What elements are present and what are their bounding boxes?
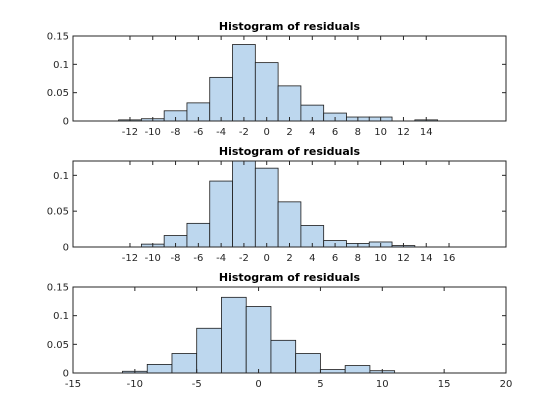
bars-group [122, 296, 396, 373]
x-tick-label: -15 [65, 379, 81, 390]
x-tick-label: -2 [239, 127, 249, 138]
y-tick-label: 0.05 [47, 340, 69, 351]
x-tick-label: -4 [216, 253, 226, 264]
bars-group [118, 44, 439, 121]
x-tick-label: 14 [420, 253, 433, 264]
y-tick-label: 0.1 [53, 60, 69, 71]
x-tick-label: 10 [374, 127, 387, 138]
x-tick-label: -10 [145, 253, 161, 264]
x-tick-label: 10 [376, 379, 389, 390]
panel-title: Histogram of residuals [219, 271, 361, 284]
histogram-bar [209, 180, 233, 247]
histogram-panel-1: -12 -10 -8 -6 -4 -2 0 2 4 6 8 10 12 14 0 0.05 0.1 0.15 His… [47, 20, 507, 138]
panel-title: Histogram of residuals [219, 20, 361, 33]
x-tick-label: 6 [332, 253, 338, 264]
x-tick-label: 2 [286, 127, 292, 138]
x-tick-label: 0 [255, 379, 261, 390]
x-tick-label: -6 [193, 127, 203, 138]
histogram-bar [277, 85, 302, 121]
histogram-bar [171, 353, 198, 373]
y-tick-label: 0.15 [47, 32, 69, 43]
x-tick-label: 0 [264, 253, 270, 264]
histogram-bar [196, 327, 222, 373]
bars-group [140, 161, 416, 247]
y-tick-label: 0.1 [53, 311, 69, 322]
x-tick-label: 15 [438, 379, 451, 390]
histogram-panel-2: -12 -10 -8 -6 -4 -2 0 2 4 6 8 10 12 14 16 0 0.05 0.1 Histo… [47, 145, 507, 264]
histogram-bar [320, 369, 346, 373]
x-tick-label: 4 [309, 127, 315, 138]
y-tick-label: 0 [63, 243, 69, 254]
histogram-bar [245, 306, 272, 373]
x-tick-label: -2 [239, 253, 249, 264]
x-tick-label: 8 [355, 127, 361, 138]
x-tick-label: 10 [374, 253, 387, 264]
x-tick-label: -8 [171, 253, 181, 264]
histogram-panel-3: -15 -10 -5 0 5 10 15 20 0 0.05 0.1 0.15 Histogram of… [47, 271, 513, 390]
x-tick-label: -5 [192, 379, 202, 390]
x-tick-label: 14 [420, 127, 433, 138]
histogram-bar [270, 339, 297, 373]
x-tick-label: 6 [332, 127, 338, 138]
histogram-bar [254, 167, 279, 247]
y-tick-label: 0.15 [47, 283, 69, 294]
histogram-bar [232, 161, 256, 247]
x-tick-label: 8 [355, 253, 361, 264]
x-tick-label: 20 [500, 379, 513, 390]
histogram-bar [344, 365, 371, 373]
x-tick-label: -10 [145, 127, 161, 138]
y-tick-label: 0.05 [47, 88, 69, 99]
axes-box [72, 286, 507, 374]
x-tick-label: -8 [171, 127, 181, 138]
x-tick-label: 12 [397, 253, 410, 264]
histogram-bar [277, 201, 302, 247]
histogram-bar [254, 62, 279, 121]
x-tick-label: 2 [286, 253, 292, 264]
histogram-bar [300, 225, 325, 247]
histogram-bar [221, 296, 247, 373]
x-tick-label: 0 [264, 127, 270, 138]
histogram-bar [146, 363, 173, 373]
x-tick-label: 12 [397, 127, 410, 138]
x-tick-label: -4 [216, 127, 226, 138]
histogram-bar [295, 353, 321, 373]
histogram-bar [209, 76, 233, 121]
y-tick-label: 0 [63, 117, 69, 128]
y-tick-label: 0.1 [53, 171, 69, 182]
x-tick-label: -6 [193, 253, 203, 264]
x-tick-label: -12 [122, 253, 138, 264]
panel-title: Histogram of residuals [219, 145, 361, 158]
y-tick-label: 0 [63, 369, 69, 380]
x-tick-label: -10 [127, 379, 143, 390]
x-tick-label: -12 [122, 127, 138, 138]
y-tick-label: 0.05 [47, 207, 69, 218]
x-tick-label: 16 [443, 253, 456, 264]
histogram-bar [232, 44, 256, 121]
x-tick-label: 4 [309, 253, 315, 264]
x-tick-label: 5 [317, 379, 323, 390]
